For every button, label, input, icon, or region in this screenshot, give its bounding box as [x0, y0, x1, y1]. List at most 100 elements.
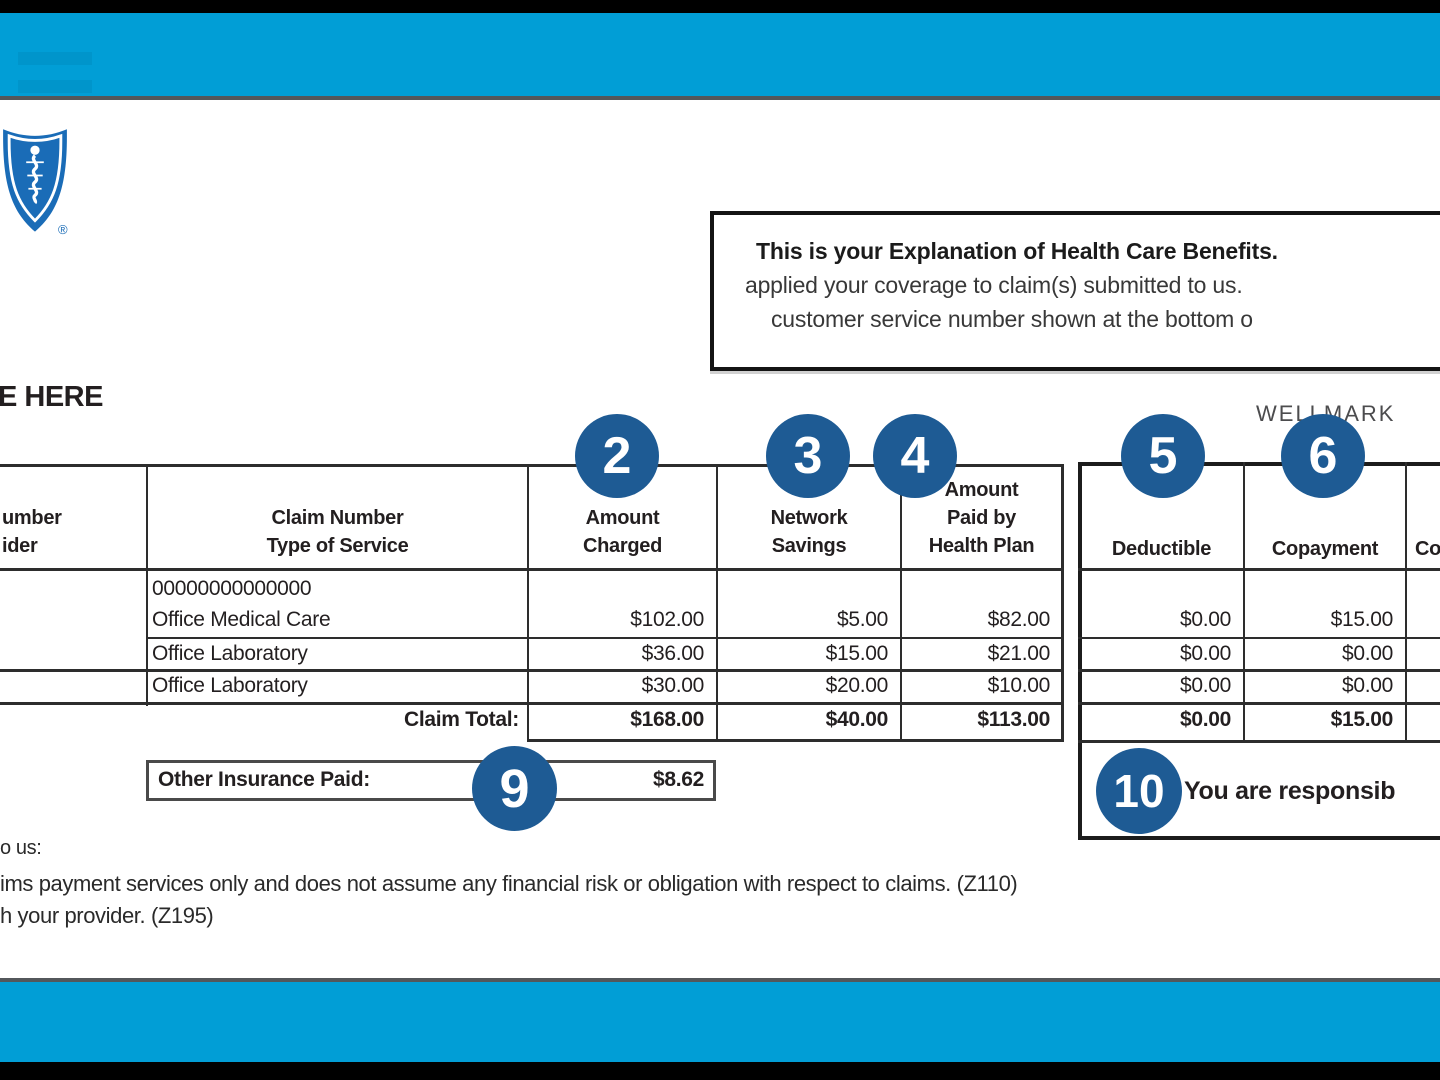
- table-bottom-border: [0, 702, 1064, 705]
- summary-col-divider: [1405, 462, 1407, 743]
- responsibility-text-fragment: You are responsib: [1184, 777, 1396, 805]
- callout-5-number: 5: [1148, 427, 1178, 485]
- callout-2-badge: 2: [575, 414, 659, 498]
- top-black-bar: [0, 0, 1440, 13]
- table-top-border: [0, 464, 1064, 467]
- column-header-amount-paid: Amount Paid by Health Plan: [902, 476, 1061, 560]
- table-row-divider: [0, 669, 1064, 672]
- network-savings-value: $15.00: [825, 642, 889, 665]
- amount-paid-value: $10.00: [987, 674, 1051, 697]
- network-savings-value: $20.00: [825, 674, 889, 697]
- claim-total-copayment: $15.00: [1330, 708, 1394, 731]
- table-col-divider: [527, 464, 529, 742]
- service-name: Office Laboratory: [152, 674, 308, 697]
- other-insurance-box: [146, 760, 716, 801]
- copayment-value: $0.00: [1341, 642, 1393, 665]
- table-right-border: [1061, 464, 1064, 742]
- notice-line-1: This is your Explanation of Health Care …: [756, 238, 1278, 264]
- column-header-amount-charged: Amount Charged: [529, 504, 716, 560]
- summary-row-divider: [1078, 669, 1440, 672]
- paid-header-line1: Amount: [944, 479, 1019, 501]
- top-cyan-band: [0, 13, 1440, 96]
- callout-6-number: 6: [1308, 427, 1338, 485]
- summary-header-border: [1078, 568, 1440, 571]
- charged-header-line1: Amount: [585, 507, 660, 529]
- notice-box: [710, 211, 1440, 371]
- amount-paid-value: $82.00: [987, 608, 1051, 631]
- watermark-mark: [18, 80, 92, 93]
- claim-header-line1: Claim Number: [271, 507, 404, 529]
- registered-mark: ®: [58, 222, 68, 237]
- table-header-border: [0, 568, 1064, 571]
- summary-total-border: [1078, 740, 1440, 743]
- column-header-copayment: Copayment: [1271, 538, 1379, 560]
- callout-9-number: 9: [499, 758, 530, 819]
- notice-line-2: applied your coverage to claim(s) submit…: [745, 272, 1243, 298]
- callout-3-number: 3: [793, 427, 823, 485]
- table-col-divider: [900, 464, 902, 742]
- callout-3-badge: 3: [766, 414, 850, 498]
- service-name: Office Medical Care: [152, 608, 331, 631]
- amount-paid-value: $21.00: [987, 642, 1051, 665]
- notice-line-3: customer service number shown at the bot…: [771, 306, 1253, 332]
- summary-row-divider: [1078, 702, 1440, 705]
- other-insurance-value: $8.62: [652, 768, 704, 791]
- service-name: Office Laboratory: [152, 642, 308, 665]
- provider-header-line1: umber: [2, 507, 62, 529]
- table-col-divider: [716, 464, 718, 742]
- address-fragment: E HERE: [0, 381, 103, 413]
- bottom-black-bar: [0, 1062, 1440, 1080]
- claim-total-paid: $113.00: [977, 708, 1050, 731]
- footer-fragment-1: o us:: [0, 837, 42, 859]
- claim-number: 00000000000000: [152, 577, 312, 600]
- column-header-network-savings: Network Savings: [718, 504, 900, 560]
- paid-header-line3: Health Plan: [928, 535, 1035, 557]
- callout-4-number: 4: [900, 427, 930, 485]
- callout-10-number: 10: [1113, 765, 1165, 817]
- callout-2-number: 2: [602, 427, 632, 485]
- copayment-value: $15.00: [1330, 608, 1394, 631]
- claim-total-label: Claim Total:: [403, 708, 519, 731]
- network-savings-value: $5.00: [836, 608, 888, 631]
- claim-total-charged: $168.00: [630, 708, 704, 731]
- deductible-value: $0.00: [1179, 642, 1231, 665]
- blueshield-logo-icon: [2, 126, 70, 242]
- table-row-divider: [146, 637, 1064, 639]
- amount-charged-value: $36.00: [641, 642, 705, 665]
- footer-disclaimer-z110: ims payment services only and does not a…: [0, 871, 1018, 896]
- total-row-bottom-border: [527, 739, 1064, 742]
- footer-disclaimer-z195: h your provider. (Z195): [0, 903, 214, 928]
- claim-total-network: $40.00: [825, 708, 889, 731]
- deductible-value: $0.00: [1179, 608, 1231, 631]
- summary-col-divider: [1243, 462, 1245, 743]
- copayment-value: $0.00: [1341, 674, 1393, 697]
- callout-6-badge: 6: [1281, 414, 1365, 498]
- other-insurance-label: Other Insurance Paid:: [158, 768, 370, 791]
- paid-header-line2: Paid by: [946, 507, 1017, 529]
- column-header-coinsurance: Co: [1415, 538, 1440, 560]
- patient-responsibility-box: [1078, 462, 1440, 840]
- callout-9-badge: 9: [472, 746, 557, 831]
- provider-header-line2: ider: [2, 535, 38, 557]
- amount-charged-value: $102.00: [630, 608, 704, 631]
- network-header-line2: Savings: [771, 535, 847, 557]
- column-header-provider: umber ider: [2, 504, 142, 560]
- amount-charged-value: $30.00: [641, 674, 705, 697]
- charged-header-line2: Charged: [582, 535, 663, 557]
- claim-total-deductible: $0.00: [1179, 708, 1231, 731]
- claim-header-line2: Type of Service: [266, 535, 409, 557]
- column-header-claim: Claim Number Type of Service: [148, 504, 527, 560]
- watermark-mark: [18, 52, 92, 65]
- network-header-line1: Network: [770, 507, 848, 529]
- deductible-value: $0.00: [1179, 674, 1231, 697]
- column-header-deductible: Deductible: [1111, 538, 1212, 560]
- top-divider-rule: [0, 96, 1440, 100]
- table-col-divider: [146, 464, 148, 706]
- bottom-divider-rule: [0, 978, 1440, 982]
- summary-row-divider: [1078, 637, 1440, 639]
- callout-4-badge: 4: [873, 414, 957, 498]
- callout-5-badge: 5: [1121, 414, 1205, 498]
- bottom-cyan-band: [0, 982, 1440, 1062]
- callout-10-badge: 10: [1096, 748, 1182, 834]
